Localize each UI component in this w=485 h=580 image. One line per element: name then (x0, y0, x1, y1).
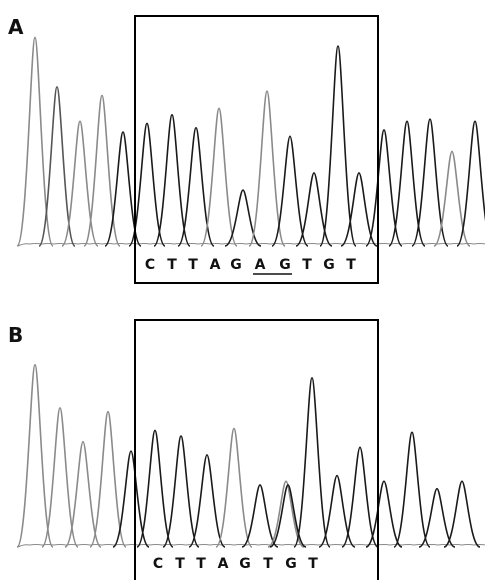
sequence-base: T (308, 556, 318, 572)
panel-b-traces (16, 363, 485, 548)
sequence-base: T (175, 556, 185, 572)
chromatogram-peak (83, 94, 121, 247)
chromatogram-peak (267, 480, 305, 548)
sequence-base: T (346, 257, 356, 273)
sequence-base: C (153, 556, 163, 572)
chromatogram-peak (443, 480, 481, 548)
chromatogram-peak (456, 120, 485, 247)
chromatogram-peak (104, 131, 142, 247)
sequence-base: T (196, 556, 206, 572)
chromatogram-peak (365, 480, 403, 548)
sequence-base: A (255, 257, 266, 273)
chromatogram-peak (341, 446, 379, 548)
sequence-base: A (210, 257, 221, 273)
chromatogram-peak (241, 484, 279, 548)
chromatogram-peak (162, 435, 200, 548)
chromatogram-peak (16, 36, 54, 247)
sequence-base: T (263, 556, 273, 572)
sequence-base: G (239, 556, 251, 572)
chromatogram-peak (200, 107, 238, 247)
panel-a-highlight-box (134, 15, 379, 284)
chromatogram-peak (215, 427, 253, 548)
baseline-noise (17, 544, 485, 548)
panel-b-highlight-box (134, 319, 379, 580)
chromatogram-peak (89, 410, 127, 548)
sequence-base: T (167, 257, 177, 273)
chromatogram-peak (38, 86, 76, 247)
sequence-base: G (285, 556, 297, 572)
chromatogram-peak (64, 440, 102, 548)
chromatogram-peak (393, 431, 431, 548)
chromatogram-peak (41, 407, 79, 548)
chromatogram-peak (188, 454, 226, 548)
chromatogram-peak (411, 118, 449, 247)
chromatogram-peak (248, 90, 286, 247)
sequence-base: T (188, 257, 198, 273)
chromatogram-peak (128, 122, 166, 247)
chromatogram-peak (153, 114, 191, 247)
chromatogram-peak (293, 377, 331, 548)
sequence-base: G (323, 257, 335, 273)
sequence-base: G (279, 257, 291, 273)
panel-a-traces (16, 36, 485, 247)
chromatogram-peak (365, 129, 403, 247)
chromatogram-peak (112, 450, 150, 548)
chromatogram-peak (318, 474, 356, 548)
sequence-base: G (230, 257, 242, 273)
chromatogram-peak (61, 120, 99, 247)
chromatogram-peak (418, 487, 456, 548)
chromatogram-peak (177, 126, 215, 247)
panel-b-label: B (8, 323, 23, 347)
chromatogram-peak (340, 172, 378, 247)
chromatogram-peak (271, 135, 309, 247)
sequence-base: C (145, 257, 155, 273)
chromatogram-peak (319, 45, 357, 247)
chromatogram-peak (136, 429, 174, 548)
sequence-base: A (218, 556, 229, 572)
chromatogram-peak (388, 120, 426, 247)
sequence-base: T (302, 257, 312, 273)
panel-a-label: A (8, 15, 24, 39)
chromatogram-peak (16, 363, 54, 548)
chromatogram-peak (433, 150, 471, 247)
